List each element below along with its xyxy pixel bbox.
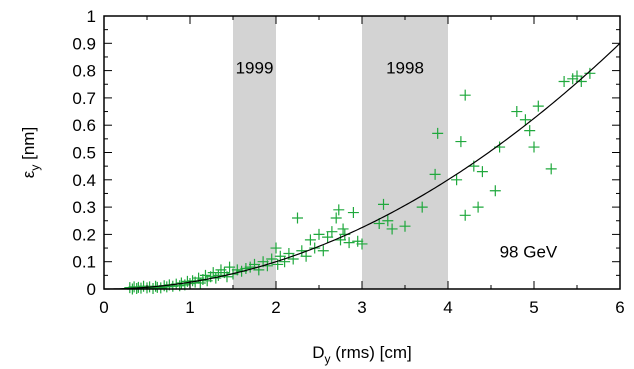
data-point — [386, 223, 398, 235]
data-point — [459, 89, 471, 101]
x-axis-label: Dy (rms) [cm] — [312, 343, 411, 366]
data-point — [313, 228, 325, 240]
shaded-band-1999 — [233, 16, 276, 289]
x-tick-label: 1 — [185, 298, 194, 317]
data-point — [459, 209, 471, 221]
data-point — [240, 263, 252, 275]
data-point — [558, 76, 570, 88]
data-point — [571, 70, 583, 82]
y-axis-label-main: ε — [19, 170, 38, 178]
data-point — [356, 238, 368, 250]
axis-ticks — [103, 15, 621, 290]
shaded-bands — [233, 16, 448, 289]
band-label-1999: 1999 — [236, 58, 274, 77]
x-tick-label: 4 — [443, 298, 452, 317]
data-point — [545, 163, 557, 175]
data-point — [333, 204, 345, 216]
data-point — [296, 245, 308, 257]
data-point — [528, 141, 540, 153]
y-axis-label-sub: y — [28, 165, 42, 171]
data-point — [253, 264, 265, 276]
data-point — [193, 272, 205, 284]
data-point — [432, 127, 444, 139]
data-point — [511, 106, 523, 118]
y-tick-label: 0 — [87, 280, 96, 299]
x-axis-label-rest: (rms) [cm] — [331, 343, 412, 362]
tick-labels: 0 1 2 3 4 5 6 0 0.1 0.2 0.3 0.4 0.5 0.6 0.7 0.8 0.9 1 — [72, 7, 624, 317]
data-point — [304, 234, 316, 246]
y-tick-label: 1 — [87, 7, 96, 26]
y-axis-label-rest: [nm] — [19, 127, 38, 165]
data-point — [212, 269, 224, 281]
data-point — [287, 253, 299, 265]
data-point — [399, 220, 411, 232]
energy-annotation: 98 GeV — [500, 243, 558, 262]
data-point — [567, 73, 579, 85]
data-point — [337, 223, 349, 235]
data-point — [519, 114, 531, 126]
data-point — [489, 185, 501, 197]
data-point — [244, 261, 256, 273]
y-tick-label: 0.4 — [72, 171, 96, 190]
data-point — [300, 250, 312, 262]
data-point — [472, 201, 484, 213]
y-tick-label: 0.2 — [72, 225, 96, 244]
data-point — [532, 100, 544, 112]
x-tick-label: 5 — [529, 298, 538, 317]
x-tick-label: 3 — [357, 298, 366, 317]
data-point — [343, 237, 355, 249]
data-point — [279, 256, 291, 268]
data-point — [373, 217, 385, 229]
x-tick-label: 6 — [615, 298, 624, 317]
y-tick-label: 0.9 — [72, 34, 96, 53]
x-axis-label-main: D — [312, 343, 324, 362]
data-point — [476, 166, 488, 178]
data-point — [270, 242, 282, 254]
shaded-band-1998 — [362, 16, 448, 289]
data-point — [224, 261, 236, 273]
data-point — [352, 235, 364, 247]
data-point — [231, 264, 243, 276]
y-axis-label: εy [nm] — [19, 127, 42, 178]
data-point — [451, 174, 463, 186]
y-tick-label: 0.8 — [72, 62, 96, 81]
data-point — [416, 201, 428, 213]
data-point — [584, 67, 596, 79]
data-point — [326, 226, 338, 238]
data-point — [330, 212, 342, 224]
x-axis-label-sub: y — [325, 352, 331, 366]
y-tick-label: 0.5 — [72, 144, 96, 163]
y-tick-label: 0.6 — [72, 116, 96, 135]
data-point — [429, 168, 441, 180]
data-point — [455, 136, 467, 148]
data-point — [292, 212, 303, 224]
data-point — [317, 245, 329, 257]
data-point — [378, 198, 389, 210]
y-tick-label: 0.3 — [72, 198, 96, 217]
data-point — [382, 215, 394, 227]
y-tick-label: 0.1 — [72, 253, 96, 272]
x-tick-label: 0 — [99, 298, 108, 317]
data-point — [347, 207, 359, 219]
data-point — [221, 271, 233, 283]
band-labels: 1999 1998 — [236, 58, 424, 77]
x-tick-label: 2 — [271, 298, 280, 317]
data-points — [124, 67, 596, 295]
data-point — [207, 267, 219, 279]
data-point — [322, 231, 334, 243]
y-tick-label: 0.7 — [72, 89, 96, 108]
band-label-1998: 1998 — [386, 58, 424, 77]
data-point — [524, 125, 536, 137]
data-point — [335, 234, 346, 246]
